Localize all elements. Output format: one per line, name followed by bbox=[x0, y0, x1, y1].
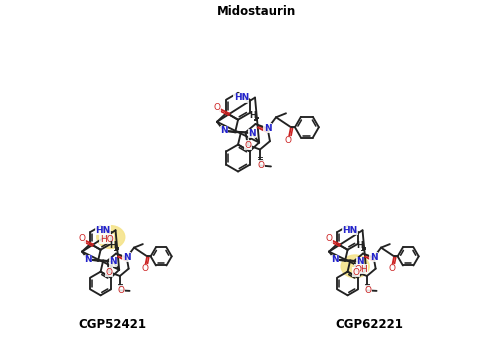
Ellipse shape bbox=[96, 226, 125, 249]
Text: O: O bbox=[244, 140, 252, 150]
Text: N: N bbox=[110, 257, 117, 266]
Text: O: O bbox=[141, 264, 148, 273]
Text: H: H bbox=[249, 110, 256, 120]
Ellipse shape bbox=[341, 255, 369, 278]
Text: H: H bbox=[110, 241, 116, 250]
Text: HN: HN bbox=[234, 93, 249, 102]
Text: CGP52421: CGP52421 bbox=[78, 318, 146, 331]
Text: O: O bbox=[214, 103, 220, 112]
Text: O: O bbox=[78, 234, 86, 243]
Text: N: N bbox=[123, 253, 130, 262]
Text: N: N bbox=[370, 253, 378, 262]
Text: N: N bbox=[356, 257, 364, 266]
Text: H: H bbox=[356, 241, 364, 250]
Text: O: O bbox=[326, 234, 332, 243]
Text: N: N bbox=[84, 255, 92, 264]
Text: O: O bbox=[118, 286, 124, 295]
Text: OH: OH bbox=[354, 265, 368, 274]
Text: N: N bbox=[220, 126, 228, 135]
Text: O: O bbox=[284, 136, 292, 145]
Text: O: O bbox=[364, 286, 372, 295]
Text: CGP62221: CGP62221 bbox=[336, 318, 404, 331]
Text: Midostaurin: Midostaurin bbox=[218, 5, 296, 18]
Text: N: N bbox=[264, 124, 272, 133]
Text: O: O bbox=[106, 268, 112, 277]
Text: O: O bbox=[388, 264, 395, 273]
Text: O: O bbox=[352, 268, 360, 277]
Text: N: N bbox=[332, 255, 339, 264]
Text: HN: HN bbox=[95, 226, 110, 235]
Text: O: O bbox=[258, 161, 264, 170]
Text: HO: HO bbox=[100, 235, 114, 243]
Text: N: N bbox=[248, 129, 256, 138]
Text: HN: HN bbox=[342, 226, 357, 235]
